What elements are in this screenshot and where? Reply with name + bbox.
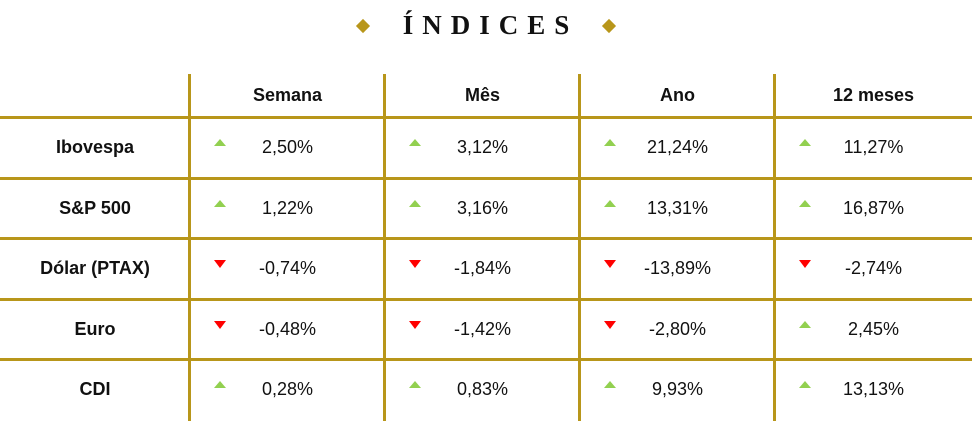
value-cell-text: -13,89%	[643, 257, 712, 278]
value-cell-text: 0,83%	[456, 378, 509, 399]
arrow-up-icon	[409, 139, 421, 146]
arrow-down-icon	[214, 260, 226, 268]
value-cell: -2,80%	[580, 299, 775, 359]
arrow-down-icon	[604, 321, 616, 329]
value-cell: 0,28%	[190, 359, 385, 419]
value-cell-text: 11,27%	[843, 136, 904, 157]
value-cell-text: 0,28%	[261, 378, 314, 399]
value-cell: 13,31%	[580, 178, 775, 238]
row-label: S&P 500	[0, 178, 190, 238]
value-cell: 0,83%	[385, 359, 580, 419]
value-cell: 2,50%	[190, 117, 385, 177]
table-divider	[0, 358, 972, 361]
column-header-text: 12 meses	[832, 85, 915, 105]
value-cell-text: -2,74%	[844, 257, 903, 278]
arrow-down-icon	[604, 260, 616, 268]
value-cell: 1,22%	[190, 178, 385, 238]
table-divider	[0, 298, 972, 301]
value-cell: -0,48%	[190, 299, 385, 359]
value-cell-text: 2,45%	[847, 318, 900, 339]
arrow-down-icon	[214, 321, 226, 329]
table-divider	[0, 116, 972, 119]
title-text: ÍNDICES	[402, 10, 579, 41]
value-cell-text: 16,87%	[842, 197, 905, 218]
value-cell-text: 13,31%	[646, 197, 709, 218]
row-label-text: S&P 500	[59, 197, 131, 218]
column-header: Ano	[580, 66, 775, 126]
value-cell-text: -1,84%	[453, 257, 512, 278]
value-cell-text: -2,80%	[648, 318, 707, 339]
value-cell: -1,42%	[385, 299, 580, 359]
arrow-up-icon	[409, 381, 421, 388]
column-header: Mês	[385, 66, 580, 126]
arrow-down-icon	[799, 260, 811, 268]
column-header: Semana	[190, 66, 385, 126]
value-cell-text: -0,74%	[258, 257, 317, 278]
column-header: 12 meses	[775, 66, 972, 126]
column-header-text: Ano	[660, 85, 695, 105]
column-divider	[383, 74, 386, 421]
value-cell: -0,74%	[190, 238, 385, 298]
column-header-text: Semana	[252, 85, 323, 105]
row-label: Dólar (PTAX)	[0, 238, 190, 298]
row-label-text: Dólar (PTAX)	[40, 257, 150, 278]
value-cell-text: 3,16%	[456, 197, 509, 218]
arrow-up-icon	[799, 321, 811, 328]
value-cell-text: 1,22%	[261, 197, 314, 218]
value-cell: 2,45%	[775, 299, 972, 359]
value-cell-text: 21,24%	[646, 136, 709, 157]
arrow-down-icon	[409, 321, 421, 329]
arrow-up-icon	[604, 381, 616, 388]
arrow-up-icon	[604, 139, 616, 146]
row-label: CDI	[0, 359, 190, 419]
table-divider	[0, 237, 972, 240]
arrow-up-icon	[799, 381, 811, 388]
value-cell: 13,13%	[775, 359, 972, 419]
row-label-text: Euro	[74, 318, 116, 339]
arrow-up-icon	[799, 200, 811, 207]
diamond-icon	[355, 18, 370, 33]
arrow-down-icon	[409, 260, 421, 268]
column-divider	[773, 74, 776, 421]
value-cell: 21,24%	[580, 117, 775, 177]
value-cell-text: 9,93%	[651, 378, 704, 399]
row-label: Euro	[0, 299, 190, 359]
page-title: ÍNDICES	[0, 8, 972, 41]
value-cell-text: -1,42%	[453, 318, 512, 339]
row-label-text: Ibovespa	[55, 136, 135, 157]
value-cell: -2,74%	[775, 238, 972, 298]
value-cell: 11,27%	[775, 117, 972, 177]
table-divider	[0, 177, 972, 180]
row-label: Ibovespa	[0, 117, 190, 177]
arrow-up-icon	[214, 200, 226, 207]
column-divider	[578, 74, 581, 421]
column-divider	[188, 74, 191, 421]
value-cell-text: -0,48%	[258, 318, 317, 339]
arrow-up-icon	[214, 139, 226, 146]
row-label-text: CDI	[79, 378, 111, 399]
value-cell: -1,84%	[385, 238, 580, 298]
value-cell: -13,89%	[580, 238, 775, 298]
diamond-icon	[602, 18, 617, 33]
arrow-up-icon	[214, 381, 226, 388]
value-cell: 16,87%	[775, 178, 972, 238]
value-cell: 3,12%	[385, 117, 580, 177]
column-header-text: Mês	[464, 85, 500, 105]
value-cell-text: 13,13%	[842, 378, 905, 399]
value-cell: 3,16%	[385, 178, 580, 238]
value-cell: 9,93%	[580, 359, 775, 419]
value-cell-text: 3,12%	[456, 136, 509, 157]
arrow-up-icon	[604, 200, 616, 207]
arrow-up-icon	[799, 139, 811, 146]
arrow-up-icon	[409, 200, 421, 207]
value-cell-text: 2,50%	[261, 136, 314, 157]
